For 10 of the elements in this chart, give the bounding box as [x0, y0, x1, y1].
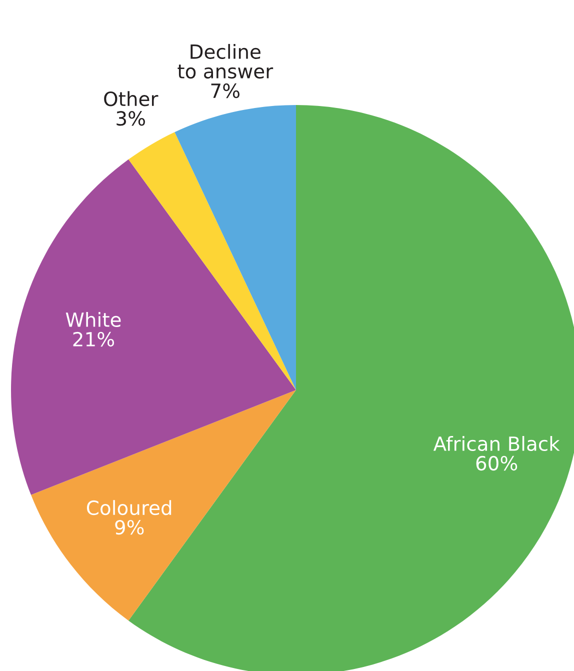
data-label: 60% — [476, 456, 518, 471]
slice-label: White — [66, 312, 121, 328]
data-label: 21% — [73, 332, 114, 347]
data-label: 7% — [211, 83, 240, 98]
data-label: 9% — [115, 520, 144, 535]
slice-label: Coloured — [86, 500, 172, 516]
slice-label: Other — [104, 91, 158, 106]
slice-label: Decline to answer — [178, 44, 274, 79]
data-label: 3% — [116, 111, 145, 126]
slice-label: African Black — [433, 436, 560, 452]
